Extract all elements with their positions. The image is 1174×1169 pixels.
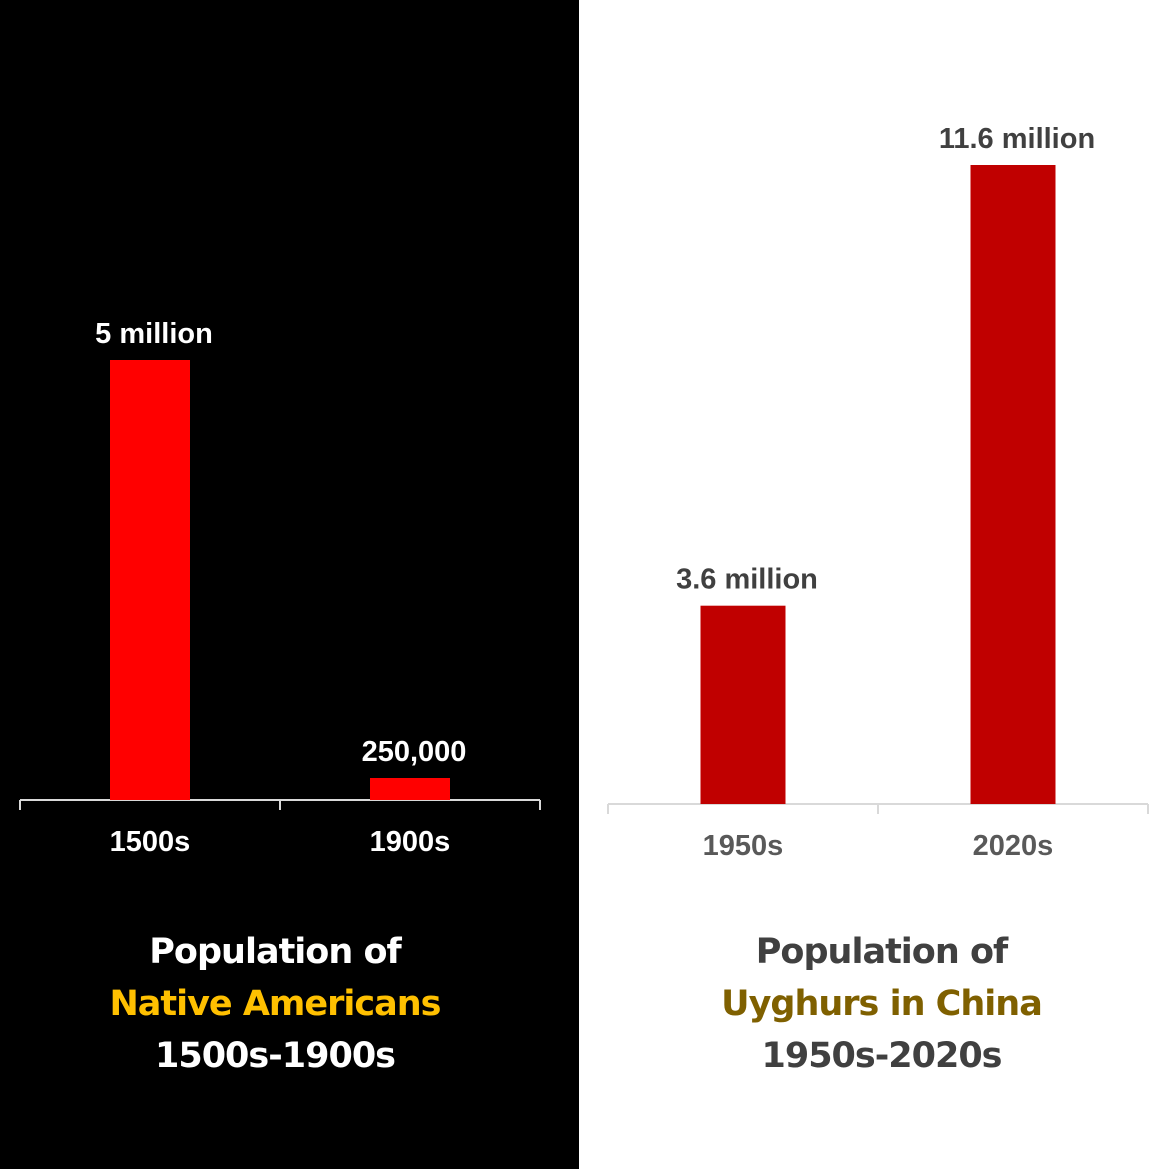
tick-label-2020s: 2020s (973, 830, 1054, 862)
tick-label-1900s: 1900s (370, 826, 451, 858)
data-label-2020s: 11.6 million (939, 123, 1095, 155)
right-chart-title: Population of Uyghurs in China 1950s-202… (579, 926, 1174, 1082)
bar-1950s (700, 605, 786, 804)
left-chart-title: Population of Native Americans 1500s-190… (0, 926, 550, 1082)
data-label-1950s: 3.6 million (676, 564, 818, 596)
uyghurs-chart: 3.6 million 1950s 11.6 million 2020s (607, 123, 1149, 862)
bar-2020s (970, 165, 1056, 804)
tick-label-1500s: 1500s (110, 826, 191, 858)
left-title-line-1: Population of (149, 932, 401, 972)
left-chart-panel: 5 million 1500s 250,000 1900s Population of… (0, 0, 579, 1169)
bar-1500s (110, 360, 190, 800)
right-title-line-2: Uyghurs in China (721, 984, 1043, 1024)
data-label-1500s: 5 million (95, 318, 213, 350)
data-label-1900s: 250,000 (362, 736, 467, 768)
native-americans-chart: 5 million 1500s 250,000 1900s (19, 318, 541, 858)
right-title-line-1: Population of (755, 932, 1008, 972)
right-title-line-3: 1950s-2020s (761, 1036, 1002, 1076)
tick-label-1950s: 1950s (703, 830, 784, 862)
bar-1900s (370, 778, 450, 800)
right-chart-panel: 3.6 million 1950s 11.6 million 2020s Popula… (579, 0, 1174, 1169)
left-title-line-3: 1500s-1900s (154, 1036, 396, 1076)
left-title-line-2: Native Americans (109, 984, 441, 1024)
